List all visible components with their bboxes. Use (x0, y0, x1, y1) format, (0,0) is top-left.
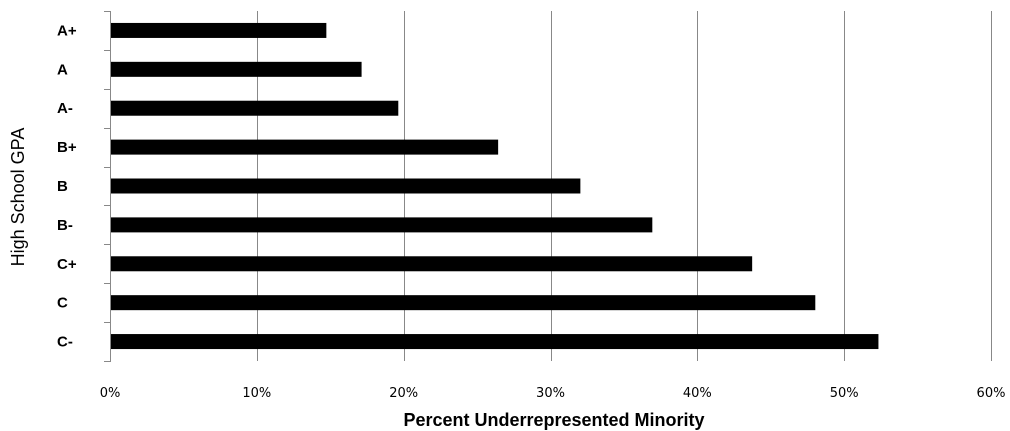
bars (110, 22, 879, 350)
y-tick-labels: A+ A A- B+ B B- C+ C C- (57, 22, 77, 350)
axes (104, 11, 111, 362)
y-tick-label: A+ (57, 22, 77, 39)
x-tick-label: 0% (100, 386, 121, 401)
y-tick-label: C- (57, 334, 73, 351)
y-tick-label: B- (57, 217, 73, 234)
x-tick-label: 20% (389, 386, 418, 401)
y-tick-label: B+ (57, 139, 77, 156)
y-tick-label: A- (57, 100, 73, 117)
bar-B- (110, 217, 653, 233)
x-axis-title: Percent Underrepresented Minority (403, 410, 704, 430)
bar-B+ (110, 139, 499, 155)
bar-A+ (110, 22, 327, 38)
x-tick-label: 60% (977, 386, 1006, 401)
y-tick-label: A (57, 61, 68, 78)
bar-A- (110, 100, 399, 116)
x-tick-label: 50% (830, 386, 859, 401)
x-tick-label: 10% (242, 386, 271, 401)
bar-B (110, 178, 581, 194)
x-tick-labels: 0% 10% 20% 30% 40% 50% 60% (100, 386, 1006, 401)
x-tick-label: 30% (536, 386, 565, 401)
bar-C (110, 295, 816, 311)
y-tick-label: C+ (57, 256, 77, 273)
bar-A (110, 61, 362, 77)
bar-C+ (110, 256, 753, 272)
y-tick-label: C (57, 295, 68, 312)
bar-C- (110, 334, 879, 350)
y-axis-title: High School GPA (8, 128, 28, 267)
y-tick-label: B (57, 178, 68, 195)
x-tick-label: 40% (683, 386, 712, 401)
